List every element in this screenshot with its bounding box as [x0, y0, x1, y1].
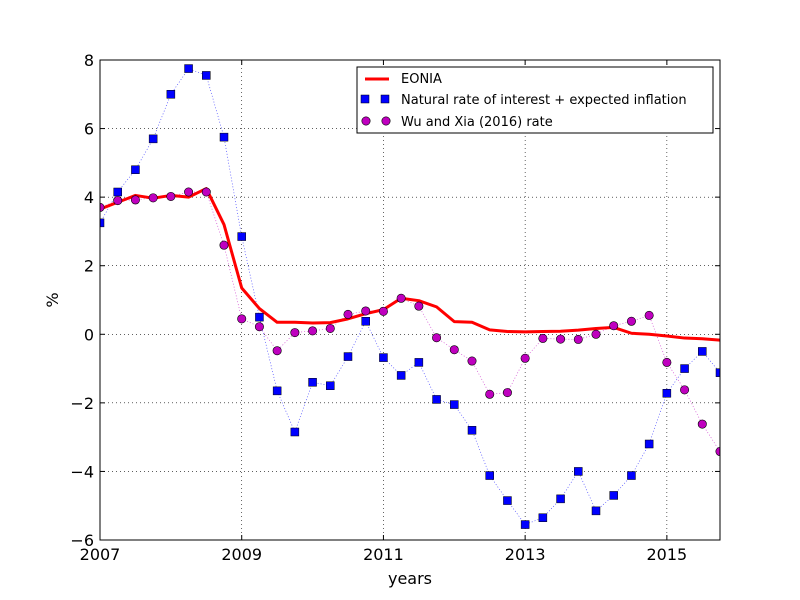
natural-rate-point [343, 352, 353, 361]
natural-rate-point [609, 491, 618, 500]
wu-xia-point [113, 196, 123, 206]
wu-xia-point [361, 306, 371, 316]
tick-labels: 2007 2009 2011 2013 2015 −6 −4 −2 0 2 4 6 8 [70, 51, 687, 564]
wu-xia-point [449, 345, 459, 355]
wu-xia-point [130, 195, 140, 205]
natural-rate-point [591, 506, 601, 516]
natural-rate-point [520, 520, 530, 529]
natural-rate-point [662, 389, 672, 398]
legend-label-wu-xia: Wu and Xia (2016) rate [401, 115, 553, 130]
wu-xia-point [166, 191, 176, 201]
plot-frame [99, 59, 721, 541]
natural-rate-point [396, 371, 406, 380]
plot-area [100, 64, 720, 529]
wu-xia-point [520, 353, 530, 363]
wu-xia-point [148, 193, 158, 203]
legend-box [356, 66, 714, 134]
legend-natural-rate-marker [360, 94, 370, 104]
natural-rate-point [715, 368, 720, 377]
x-tick-label: 2015 [646, 545, 687, 564]
x-tick-label: 2009 [221, 545, 262, 564]
legend: EONIA Natural rate of interest + expecte… [356, 66, 714, 134]
y-tick-label: 0 [84, 325, 94, 344]
natural-rate-point [219, 132, 229, 142]
wu-xia-point [680, 385, 690, 395]
natural-rate-point [326, 381, 335, 390]
legend-wu-xia-marker [361, 116, 371, 126]
natural-rate-point [255, 312, 264, 322]
natural-rate-point [202, 71, 211, 80]
natural-rate-point [361, 317, 370, 326]
legend-wu-xia-marker [381, 116, 391, 126]
y-tick-label: 4 [84, 188, 94, 207]
natural-rate-point [503, 496, 512, 505]
legend-label-eonia: EONIA [401, 72, 442, 87]
natural-rate-point [432, 395, 441, 404]
natural-rate-point [308, 378, 317, 387]
y-tick-label: −6 [70, 531, 94, 550]
wu-xia-point [272, 346, 282, 356]
wu-xia-point [325, 323, 335, 333]
wu-xia-point [573, 334, 583, 344]
natural-rate-point [290, 427, 300, 437]
wu-xia-point [343, 309, 353, 319]
wu-xia-point [591, 329, 601, 339]
y-tick-label: 6 [84, 120, 94, 139]
natural-rate-point [556, 494, 565, 504]
x-tick-label: 2007 [80, 545, 121, 564]
natural-rate-point [379, 353, 388, 362]
wu-xia-point [308, 326, 318, 336]
natural-rate-point [467, 426, 477, 435]
natural-rate-point [100, 218, 105, 228]
wu-xia-point [538, 333, 548, 343]
wu-xia-point [467, 356, 477, 366]
legend-label-natural-rate: Natural rate of interest + expected infl… [401, 93, 687, 108]
wu-xia-point [556, 334, 566, 344]
natural-rate-point [627, 471, 636, 480]
wu-xia-point [396, 293, 406, 303]
x-tick-label: 2013 [505, 545, 546, 564]
natural-rate-point [184, 64, 193, 73]
series-layer [100, 64, 720, 529]
x-tick-label: 2011 [363, 545, 404, 564]
wu-xia-point [485, 389, 495, 399]
wu-xia-point [644, 310, 654, 320]
y-tick-label: 2 [84, 257, 94, 276]
wu-xia-point [662, 357, 672, 367]
y-tick-label: −2 [70, 394, 94, 413]
natural-rate-point [680, 364, 689, 373]
wu-xia-point [432, 333, 442, 343]
wu-xia-point [254, 322, 264, 332]
y-tick-label: 8 [84, 51, 94, 70]
wu-xia-point [237, 314, 247, 324]
wu-xia-point [609, 321, 619, 331]
natural-rate-point [644, 439, 654, 449]
natural-rate-point [485, 471, 494, 480]
y-tick-label: −4 [70, 462, 94, 481]
y-axis-label: % [43, 292, 62, 307]
natural-rate-point [237, 232, 246, 241]
natural-rate-point [538, 513, 548, 522]
natural-rate-point [113, 187, 122, 197]
natural-rate-point [574, 467, 583, 476]
natural-rate-point [148, 134, 158, 144]
wu-xia-point [219, 240, 229, 250]
wu-xia-point [378, 306, 388, 316]
natural-rate-point [131, 165, 140, 174]
natural-rate-point [698, 347, 707, 356]
wu-xia-point [201, 187, 211, 197]
wu-xia-point [626, 316, 636, 326]
legend-natural-rate-marker [380, 94, 390, 104]
wu-xia-point [697, 419, 707, 429]
wu-xia-point [414, 301, 424, 311]
natural-rate-point [272, 386, 282, 396]
wu-xia-point [290, 328, 300, 338]
natural-rate-point [166, 90, 176, 99]
natural-rate-point [450, 400, 459, 409]
natural-rate-point [414, 358, 424, 367]
wu-xia-point [502, 388, 512, 398]
wu-xia-point [184, 187, 194, 197]
x-axis-label: years [388, 569, 432, 588]
